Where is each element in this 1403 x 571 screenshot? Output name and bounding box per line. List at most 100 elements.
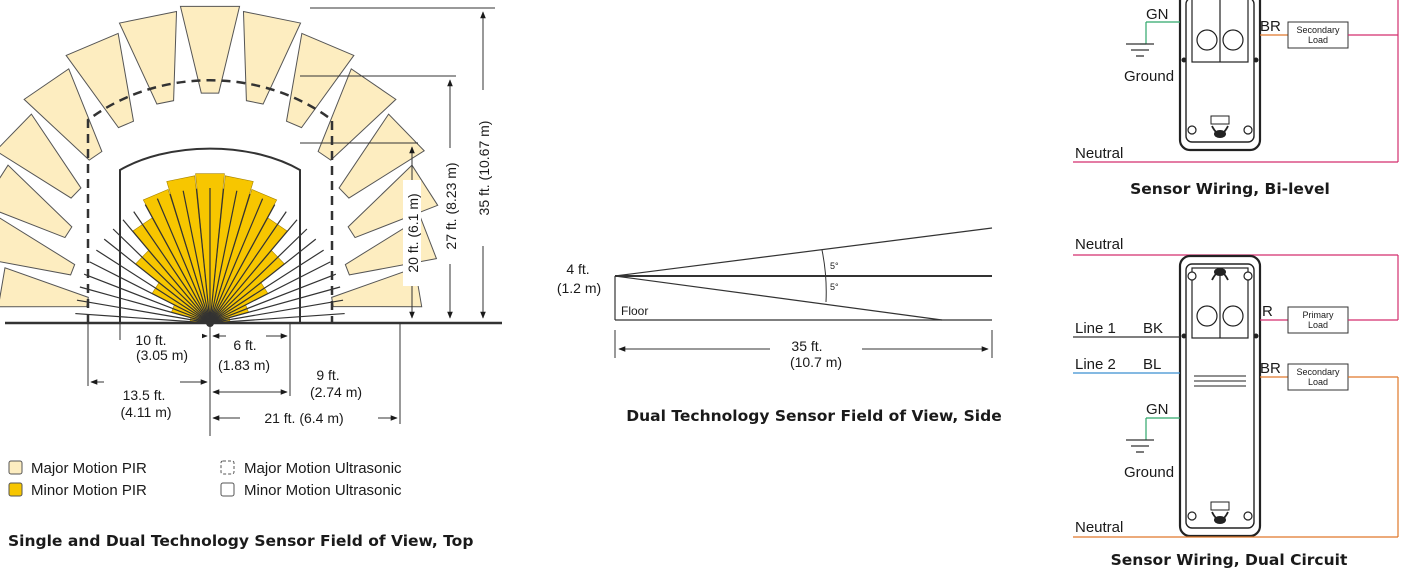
bl-label-dual: BL bbox=[1143, 356, 1161, 373]
side-view-diagram: 5° 5° 4 ft. (1.2 m) Floor 35 ft. (10.7 m… bbox=[557, 227, 1002, 425]
pir-zone-divider bbox=[89, 261, 211, 324]
distance-m-label: (10.7 m) bbox=[790, 354, 842, 370]
mount-hole bbox=[1187, 125, 1197, 135]
ultrasonic-minor-boundary bbox=[119, 147, 301, 323]
pir-zone-divider bbox=[209, 299, 344, 324]
pir-zone-divider bbox=[209, 193, 251, 324]
br-label-bilevel: BR bbox=[1260, 18, 1281, 35]
pir-zone-divider bbox=[103, 238, 211, 324]
pir-zone-divider bbox=[209, 238, 317, 324]
legend-swatch-major-ultrasonic bbox=[220, 460, 235, 475]
br-label-dual: BR bbox=[1260, 360, 1281, 377]
primary-load-line1-dual: Primary bbox=[1303, 310, 1334, 320]
pir-zone-divider bbox=[209, 312, 345, 324]
floor-label: Floor bbox=[621, 304, 648, 318]
major-pir-zone bbox=[118, 10, 178, 105]
secondary-load-line2-dual: Load bbox=[1308, 377, 1328, 387]
major-pir-zone bbox=[285, 32, 355, 129]
dim-27-label: 27 ft. (8.23 m) bbox=[443, 162, 459, 249]
major-pir-zone bbox=[0, 113, 82, 199]
wiring-dual-diagram: Neutral Line 1 BK Line 2 BL R Primary Lo… bbox=[1073, 236, 1399, 569]
button-right bbox=[1222, 305, 1244, 327]
ultrasonic-major-boundary bbox=[86, 79, 334, 323]
legend-label-minor-ultrasonic: Minor Motion Ultrasonic bbox=[244, 482, 402, 499]
major-pir-zone bbox=[0, 164, 73, 239]
secondary-load-box-dual bbox=[1287, 363, 1349, 391]
dim-10-ft: 10 ft. bbox=[135, 332, 166, 348]
dim-13-ft: 13.5 ft. bbox=[123, 387, 166, 403]
wiring-bilevel-diagram: Neutral GN Ground BR Secondary Load Sens… bbox=[1073, 0, 1399, 198]
pir-zone-divider bbox=[79, 286, 211, 324]
pir-zone-divider bbox=[209, 211, 287, 324]
sensor-device-bilevel bbox=[1178, 0, 1262, 152]
dim-9-m: (2.74 m) bbox=[310, 384, 362, 400]
pir-zone-divider bbox=[209, 261, 331, 324]
bilevel-caption: Sensor Wiring, Bi-level bbox=[1130, 180, 1330, 198]
major-pir-zone bbox=[65, 32, 135, 129]
angle-bottom-label: 5° bbox=[830, 282, 839, 292]
secondary-load-box-bilevel bbox=[1287, 21, 1349, 49]
pir-zone-divider bbox=[209, 249, 324, 324]
pir-zone-divider bbox=[112, 228, 211, 324]
legend-swatch-minor-ultrasonic bbox=[220, 482, 235, 497]
dim-21-label: 21 ft. (6.4 m) bbox=[264, 410, 343, 426]
pir-zone-divider bbox=[209, 198, 264, 324]
mount-hole bbox=[1243, 511, 1253, 521]
button-left bbox=[1196, 305, 1218, 327]
pir-zone-divider bbox=[209, 228, 308, 324]
dim-9-ft: 9 ft. bbox=[316, 367, 339, 383]
pir-zone-divider bbox=[209, 204, 276, 324]
legend: Major Motion PIR Major Motion Ultrasonic… bbox=[8, 460, 402, 499]
pir-zone-divider bbox=[122, 219, 211, 324]
pir-zone-divider bbox=[209, 273, 337, 324]
neutral-bottom-label-dual: Neutral bbox=[1075, 519, 1123, 536]
pir-zone-divider bbox=[83, 273, 211, 324]
gn-label-dual: GN bbox=[1146, 401, 1169, 418]
pir-zone-dividers bbox=[75, 188, 345, 327]
secondary-load-line1-dual: Secondary bbox=[1296, 367, 1340, 377]
line1-label-dual: Line 1 bbox=[1075, 320, 1116, 337]
major-pir-zone bbox=[242, 10, 302, 105]
button-right bbox=[1222, 29, 1244, 51]
r-label-dual: R bbox=[1262, 303, 1273, 320]
pir-zone-divider bbox=[96, 249, 211, 324]
line2-label-dual: Line 2 bbox=[1075, 356, 1116, 373]
primary-load-box-dual bbox=[1287, 306, 1349, 334]
neutral-top-label-dual: Neutral bbox=[1075, 236, 1123, 253]
screw-left bbox=[1181, 333, 1187, 339]
distance-ft-label: 35 ft. bbox=[791, 338, 822, 354]
legend-label-minor-pir: Minor Motion PIR bbox=[31, 482, 147, 499]
ground-label-bilevel: Ground bbox=[1124, 68, 1174, 85]
legend-swatch-minor-pir bbox=[8, 482, 23, 497]
dim-13-m: (4.11 m) bbox=[120, 404, 171, 420]
side-upper-ray bbox=[614, 227, 993, 277]
screw-right bbox=[1253, 333, 1259, 339]
legend-label-major-pir: Major Motion PIR bbox=[31, 460, 147, 477]
pir-zone-divider bbox=[169, 193, 211, 324]
screw-right bbox=[1253, 57, 1259, 63]
mount-hole bbox=[1187, 511, 1197, 521]
pir-zone-divider bbox=[156, 198, 211, 324]
pir-zone-divider bbox=[182, 190, 211, 324]
button-left bbox=[1196, 29, 1218, 51]
pir-zone-divider bbox=[209, 286, 341, 324]
pir-zone-divider bbox=[144, 204, 211, 324]
dual-caption: Sensor Wiring, Dual Circuit bbox=[1111, 551, 1348, 569]
device-body bbox=[1185, 263, 1255, 529]
angle-top-label: 5° bbox=[830, 261, 839, 271]
side-view-caption: Dual Technology Sensor Field of View, Si… bbox=[626, 407, 1001, 425]
mount-hole bbox=[1243, 271, 1253, 281]
dim-10-m: (3.05 m) bbox=[136, 347, 188, 363]
dim-6-ft: 6 ft. bbox=[233, 337, 256, 353]
pir-zone-divider bbox=[209, 188, 225, 324]
gn-label-bilevel: GN bbox=[1146, 6, 1169, 23]
legend-label-major-ultrasonic: Major Motion Ultrasonic bbox=[244, 460, 402, 477]
mount-hole bbox=[1243, 125, 1253, 135]
secondary-load-line1-bilevel: Secondary bbox=[1296, 25, 1340, 35]
legend-swatch-major-pir bbox=[8, 460, 23, 475]
dim-6-m: (1.83 m) bbox=[218, 357, 270, 373]
mount-hole bbox=[1187, 271, 1197, 281]
pir-zone-divider bbox=[133, 211, 211, 324]
screw-left bbox=[1181, 57, 1187, 63]
